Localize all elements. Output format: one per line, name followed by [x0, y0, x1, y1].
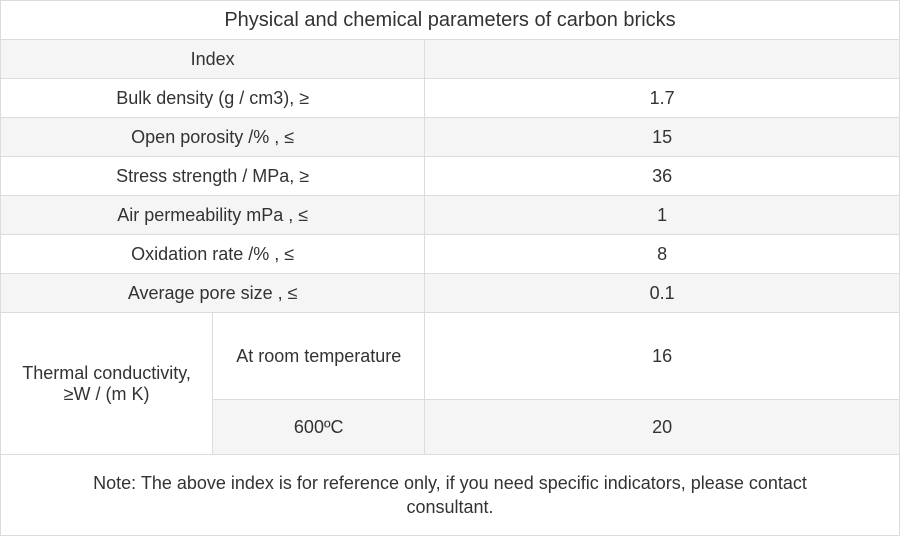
parameters-table: Physical and chemical parameters of carb…	[0, 0, 900, 536]
param-value: 1	[425, 196, 900, 235]
param-label: Oxidation rate /% , ≤	[1, 235, 425, 274]
thermal-conductivity-label: Thermal conductivity, ≥W / (m K)	[1, 313, 213, 455]
thermal-condition-value: 20	[425, 400, 900, 455]
param-value: 8	[425, 235, 900, 274]
param-label: Stress strength / MPa, ≥	[1, 157, 425, 196]
param-value: 36	[425, 157, 900, 196]
index-header-row: Index	[1, 40, 900, 79]
thermal-condition-value: 16	[425, 313, 900, 400]
param-label: Air permeability mPa , ≤	[1, 196, 425, 235]
param-value: 1.7	[425, 79, 900, 118]
index-header-value	[425, 40, 900, 79]
thermal-condition-label: At room temperature	[213, 313, 425, 400]
param-value: 15	[425, 118, 900, 157]
footnote-row: Note: The above index is for reference o…	[1, 455, 900, 536]
table-row: Open porosity /% , ≤ 15	[1, 118, 900, 157]
table-row: Average pore size , ≤ 0.1	[1, 274, 900, 313]
table-title-row: Physical and chemical parameters of carb…	[1, 1, 900, 40]
table-row: Oxidation rate /% , ≤ 8	[1, 235, 900, 274]
index-header-label: Index	[1, 40, 425, 79]
param-label: Open porosity /% , ≤	[1, 118, 425, 157]
param-label: Bulk density (g / cm3), ≥	[1, 79, 425, 118]
table-row: Bulk density (g / cm3), ≥ 1.7	[1, 79, 900, 118]
table-row: Stress strength / MPa, ≥ 36	[1, 157, 900, 196]
param-value: 0.1	[425, 274, 900, 313]
table-row: Air permeability mPa , ≤ 1	[1, 196, 900, 235]
parameters-table-container: Physical and chemical parameters of carb…	[0, 0, 900, 536]
param-label: Average pore size , ≤	[1, 274, 425, 313]
thermal-condition-label: 600ºC	[213, 400, 425, 455]
table-title: Physical and chemical parameters of carb…	[1, 1, 900, 40]
footnote-text: Note: The above index is for reference o…	[1, 455, 900, 536]
thermal-conductivity-row-1: Thermal conductivity, ≥W / (m K) At room…	[1, 313, 900, 400]
